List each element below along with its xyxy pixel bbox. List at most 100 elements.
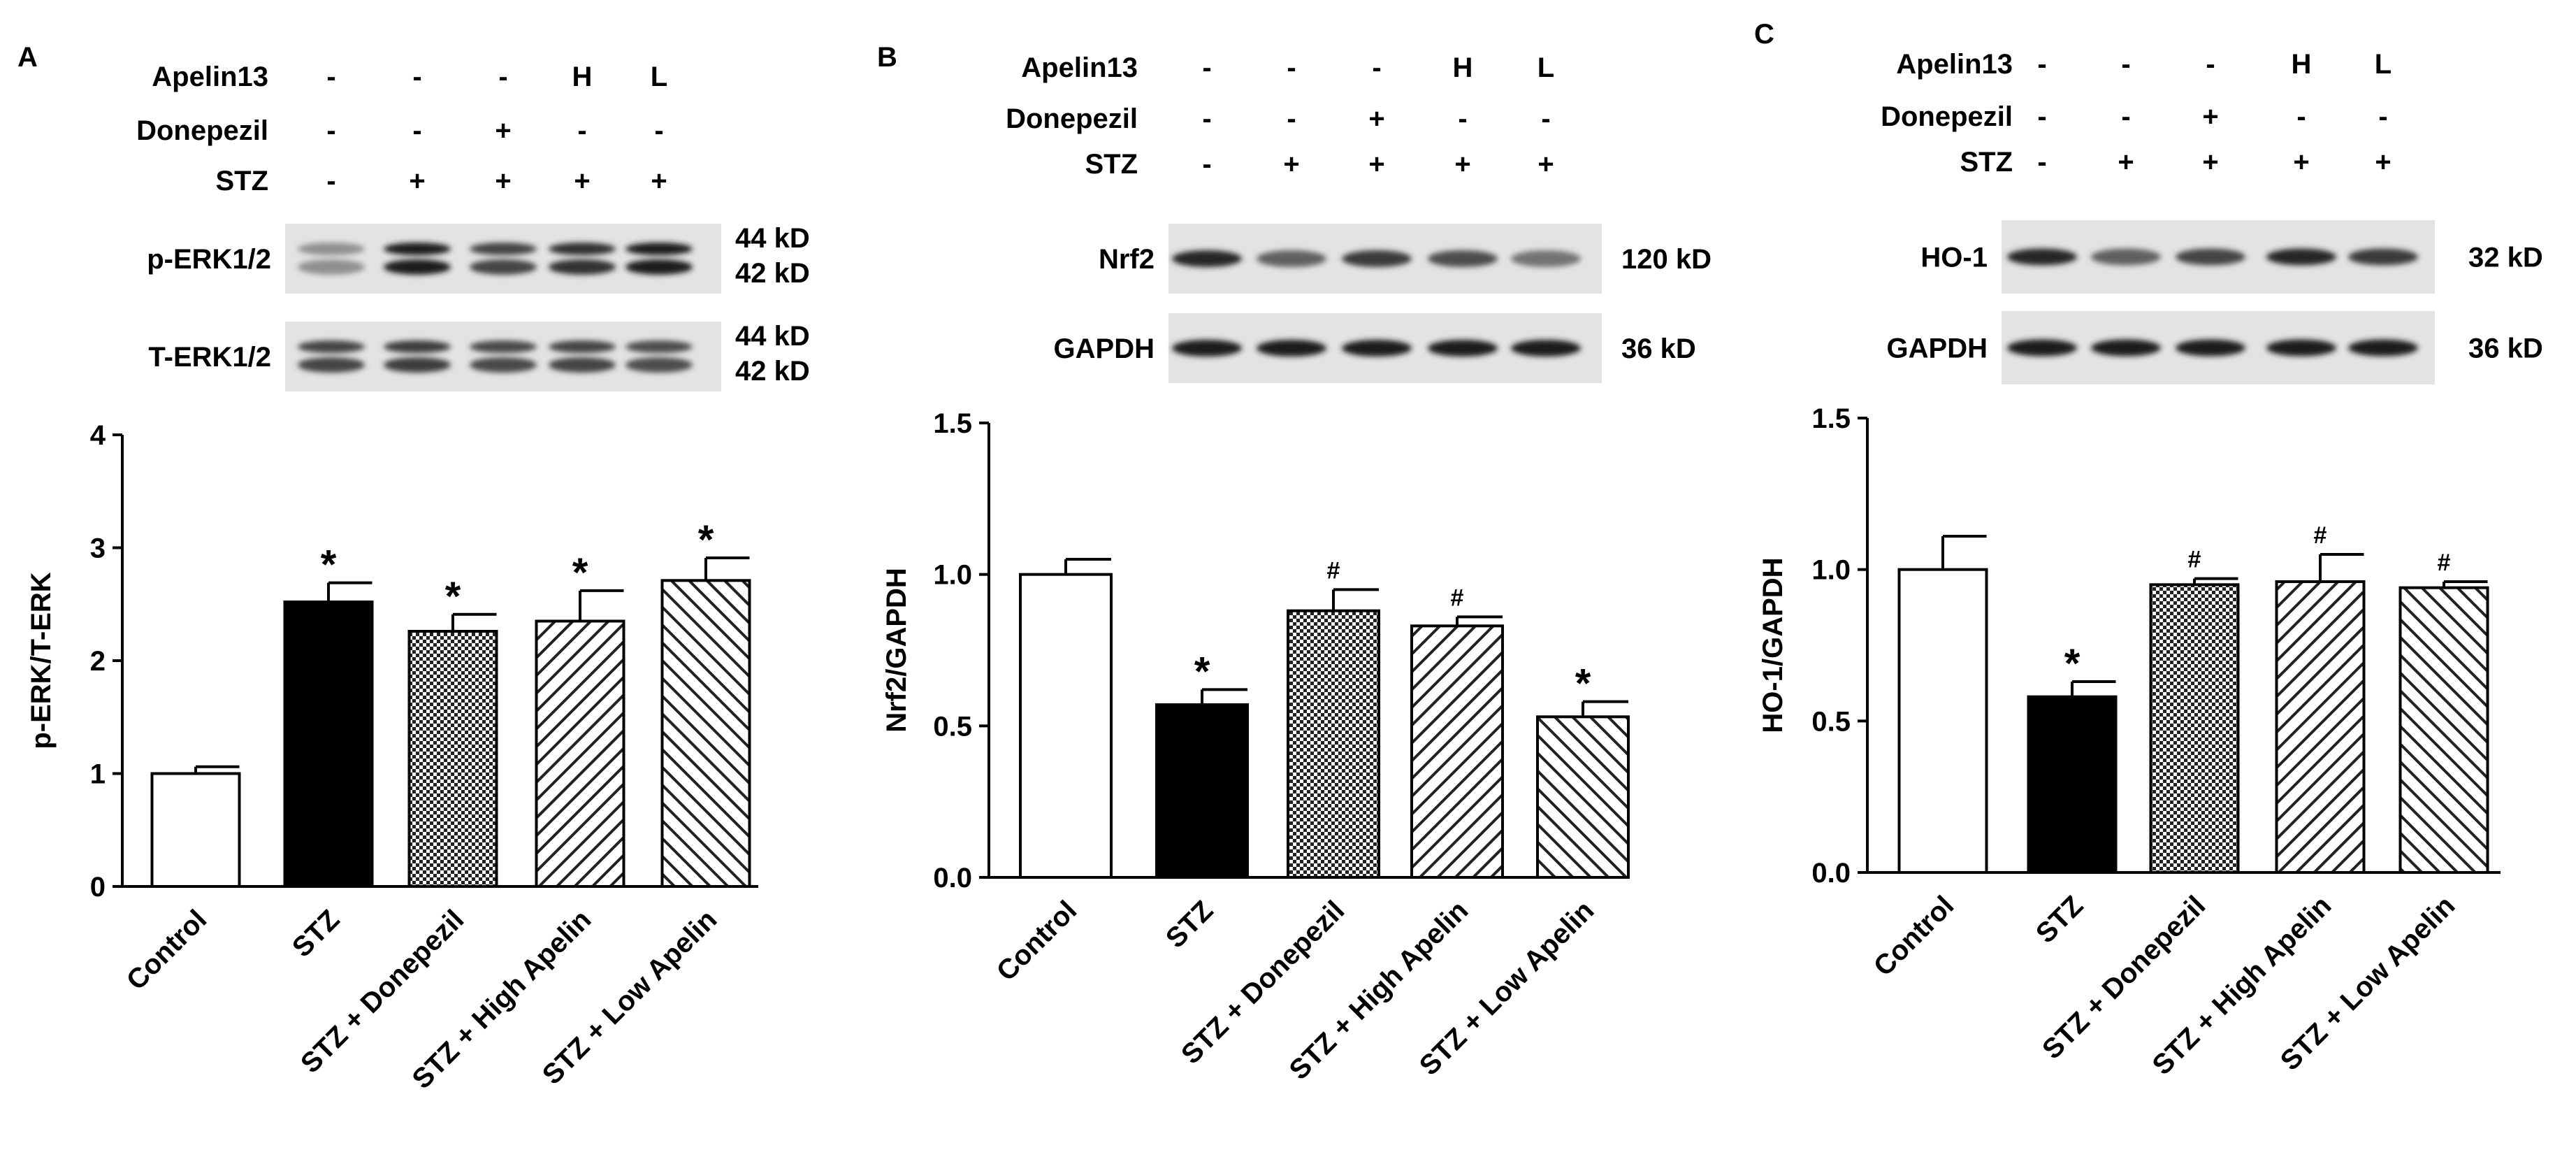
treatment-mark: - bbox=[1458, 103, 1467, 134]
blot-band bbox=[2176, 248, 2245, 266]
treatment-mark: + bbox=[1454, 149, 1470, 180]
blot-band bbox=[1428, 340, 1498, 357]
blot-band bbox=[298, 340, 365, 353]
treatment-label: Donepezil bbox=[1881, 101, 2013, 132]
bar bbox=[2398, 586, 2489, 875]
blot-kd-label: 36 kD bbox=[1621, 333, 1696, 364]
blot-strip: T-ERK1/2 44 kD 42 kD bbox=[148, 321, 810, 391]
blot-band bbox=[298, 357, 365, 373]
y-tick-label: 0.0 bbox=[933, 863, 972, 893]
bar bbox=[283, 601, 374, 889]
treatment-mark: - bbox=[2037, 101, 2046, 132]
x-tick-label: STZ bbox=[2030, 890, 2090, 949]
blot-band bbox=[2091, 339, 2161, 357]
treatment-label: STZ bbox=[1085, 149, 1138, 180]
significance-mark: # bbox=[2188, 547, 2201, 573]
y-tick-label: 1.5 bbox=[1811, 403, 1851, 434]
blot-strip: Nrf2 120 kD bbox=[1099, 224, 1712, 294]
panel-b: B Apelin13 - - - H L Donepezil - - + - - STZ - + + + + Nrf2… bbox=[877, 42, 1712, 1086]
y-tick-label: 4 bbox=[90, 420, 106, 451]
significance-mark: # bbox=[1327, 557, 1340, 584]
treatment-mark: L bbox=[1537, 52, 1554, 83]
treatment-mark: - bbox=[1287, 52, 1296, 83]
treatment-mark: - bbox=[2037, 49, 2046, 80]
panel-a: A Apelin13 - - - H L Donepezil - - + - - STZ - + + + + p-ER… bbox=[17, 42, 810, 1095]
x-tick-label: STZ bbox=[1160, 895, 1220, 954]
blot-band bbox=[2007, 339, 2077, 357]
treatment-mark: + bbox=[1537, 149, 1554, 180]
treatment-mark: - bbox=[1202, 149, 1211, 180]
x-tick-label: Control bbox=[1868, 890, 1960, 982]
treatment-mark: - bbox=[412, 62, 421, 92]
treatment-mark: - bbox=[326, 62, 335, 92]
blot-band bbox=[1257, 250, 1326, 267]
treatment-label: Apelin13 bbox=[1896, 49, 2013, 80]
blot-band bbox=[1172, 250, 1242, 267]
blot-kd-label: 120 kD bbox=[1621, 244, 1712, 275]
bar bbox=[660, 579, 751, 889]
treatment-mark: - bbox=[2121, 101, 2130, 132]
treatment-mark: + bbox=[1368, 149, 1384, 180]
blot-strip: p-ERK1/2 44 kD 42 kD bbox=[147, 223, 810, 294]
blot-band bbox=[298, 243, 365, 255]
treatment-mark: + bbox=[651, 166, 667, 196]
treatment-mark: - bbox=[326, 166, 335, 196]
treatment-mark: + bbox=[495, 166, 511, 196]
bar bbox=[2275, 580, 2366, 874]
blot-kd-label: 44 kD bbox=[735, 321, 810, 352]
blot-band bbox=[470, 259, 537, 275]
blot-band bbox=[2348, 248, 2418, 266]
blot-band bbox=[1257, 340, 1326, 357]
treatment-mark: - bbox=[498, 62, 507, 92]
bar bbox=[1287, 609, 1380, 879]
blot-band bbox=[1511, 250, 1581, 267]
treatment-mark: - bbox=[326, 115, 335, 146]
blot-band bbox=[384, 259, 451, 275]
treatment-mark: + bbox=[2202, 147, 2218, 178]
y-axis-label: HO-1/GAPDH bbox=[1758, 557, 1788, 733]
y-axis-label: p-ERK/T-ERK bbox=[26, 572, 57, 749]
treatment-mark: - bbox=[1372, 52, 1381, 83]
treatment-mark: + bbox=[1283, 149, 1299, 180]
treatment-mark: - bbox=[577, 115, 586, 146]
y-tick-label: 0.0 bbox=[1811, 858, 1851, 889]
blot-kd-label: 32 kD bbox=[2468, 243, 2543, 273]
treatment-mark: - bbox=[2206, 49, 2215, 80]
blot-band bbox=[625, 340, 693, 353]
treatment-mark: - bbox=[1287, 103, 1296, 134]
blot-band bbox=[2007, 248, 2077, 266]
y-tick-label: 1 bbox=[90, 759, 106, 790]
x-tick-label: Control bbox=[121, 904, 213, 996]
bar bbox=[1536, 715, 1630, 879]
treatment-mark: + bbox=[409, 166, 425, 196]
treatment-mark: L bbox=[651, 62, 667, 92]
blot-band bbox=[549, 259, 616, 275]
blot-band bbox=[470, 340, 537, 353]
blot-band bbox=[1342, 250, 1412, 267]
blot-band bbox=[2348, 339, 2418, 357]
treatment-mark: H bbox=[2292, 49, 2312, 80]
panel-letter: A bbox=[17, 42, 38, 73]
treatment-mark: H bbox=[572, 62, 593, 92]
blot-strip: HO-1 32 kD bbox=[1920, 220, 2543, 294]
bar bbox=[407, 630, 498, 888]
significance-mark: * bbox=[698, 517, 714, 563]
treatment-mark: + bbox=[495, 115, 511, 146]
blot-band bbox=[2266, 248, 2336, 266]
treatment-mark: + bbox=[2202, 101, 2218, 132]
blot-protein-label: HO-1 bbox=[1920, 243, 1988, 273]
blot-band bbox=[549, 357, 616, 373]
blot-band bbox=[2091, 248, 2161, 266]
panel-letter: C bbox=[1754, 19, 1774, 50]
blot-band bbox=[1511, 340, 1581, 357]
treatment-mark: + bbox=[2375, 147, 2391, 178]
bar bbox=[2149, 583, 2240, 874]
significance-mark: * bbox=[445, 574, 461, 619]
blot-band bbox=[549, 243, 616, 255]
treatment-label: STZ bbox=[215, 166, 268, 196]
